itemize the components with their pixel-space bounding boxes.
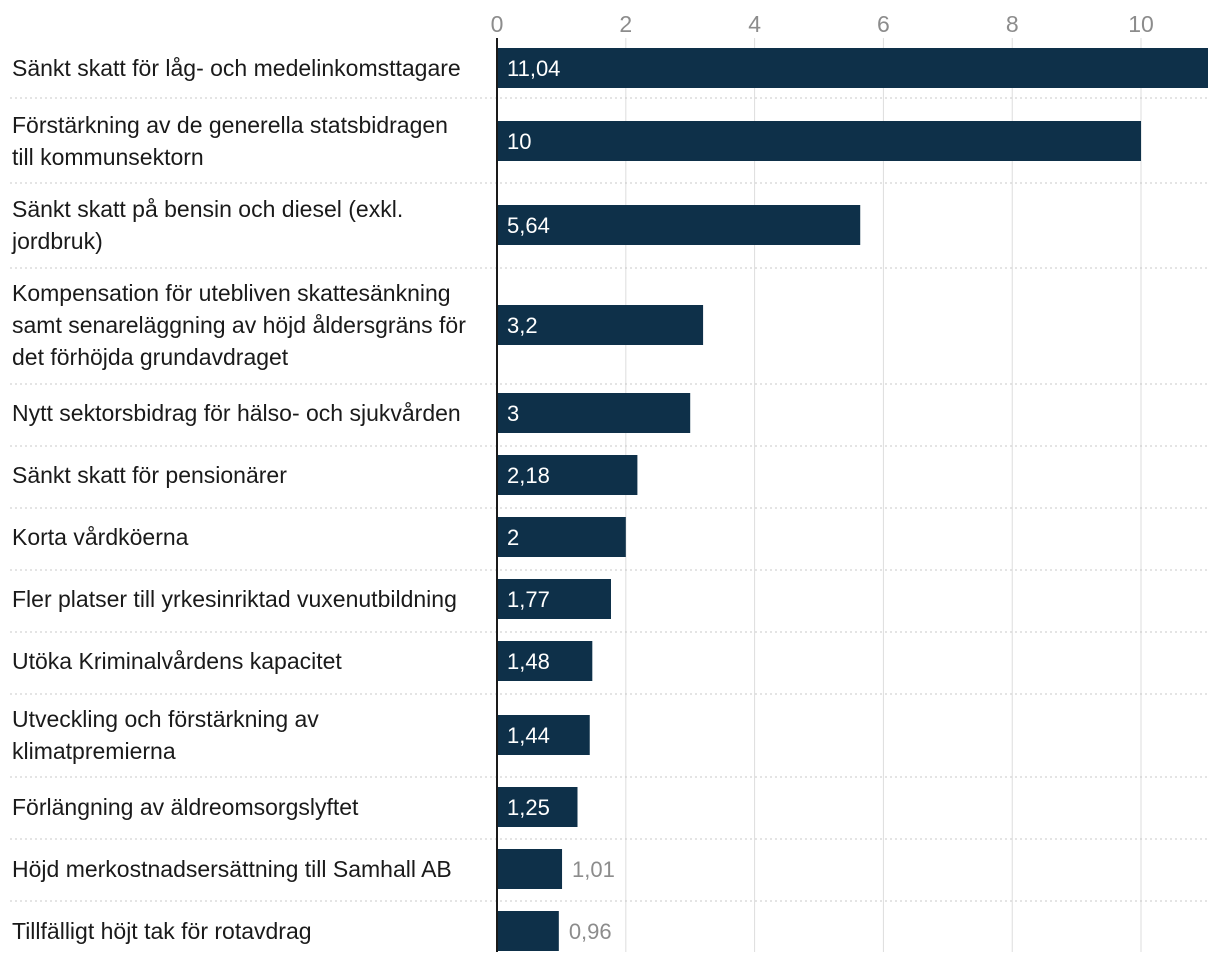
bar-value-label: 1,01	[572, 857, 615, 882]
category-label: till kommunsektorn	[12, 144, 204, 170]
category-label: Utveckling och förstärkning av	[12, 706, 319, 732]
tick-label-10: 10	[1128, 11, 1154, 37]
bar	[497, 911, 559, 951]
category-label: Tillfälligt höjt tak för rotavdrag	[12, 918, 312, 944]
category-label: Kompensation för utebliven skattesänknin…	[12, 280, 451, 306]
category-label: Sänkt skatt på bensin och diesel (exkl.	[12, 196, 403, 222]
bar-value-label: 0,96	[569, 919, 612, 944]
category-label: jordbruk)	[11, 228, 103, 254]
bar-value-label: 1,77	[507, 587, 550, 612]
category-label: samt senareläggning av höjd åldersgräns …	[12, 312, 466, 338]
bar	[497, 849, 563, 889]
bar-value-label: 1,25	[507, 795, 550, 820]
tick-label-4: 4	[748, 11, 761, 37]
bar-value-label: 2	[507, 525, 519, 550]
category-label: klimatpremierna	[12, 738, 176, 764]
bar	[497, 715, 590, 755]
bar	[497, 455, 638, 495]
category-label: Förlängning av äldreomsorgslyftet	[12, 794, 359, 820]
bar-value-label: 2,18	[507, 463, 550, 488]
bar	[497, 121, 1142, 161]
bar	[497, 641, 593, 681]
tick-label-6: 6	[877, 11, 890, 37]
bar	[497, 48, 1208, 88]
bar-value-label: 3,2	[507, 313, 538, 338]
bar	[497, 305, 704, 345]
bar-value-label: 10	[507, 129, 531, 154]
tick-label-0: 0	[491, 11, 504, 37]
category-label: Sänkt skatt för låg- och medelinkomsttag…	[12, 55, 461, 81]
tick-label-8: 8	[1006, 11, 1019, 37]
bar	[497, 787, 578, 827]
category-label: Förstärkning av de generella statsbidrag…	[12, 112, 448, 138]
bar-value-label: 3	[507, 401, 519, 426]
bar	[497, 517, 626, 557]
category-label: Utöka Kriminalvårdens kapacitet	[12, 648, 342, 674]
category-label: det förhöjda grundavdraget	[12, 344, 289, 370]
bar-value-label: 11,04	[507, 56, 560, 81]
category-label: Nytt sektorsbidrag för hälso- och sjukvå…	[12, 400, 461, 426]
bar	[497, 579, 611, 619]
bar-value-label: 5,64	[507, 213, 550, 238]
bar	[497, 205, 861, 245]
category-label: Korta vårdköerna	[12, 524, 189, 550]
category-label: Sänkt skatt för pensionärer	[12, 462, 287, 488]
category-label: Fler platser till yrkesinriktad vuxenutb…	[12, 586, 457, 612]
tick-label-2: 2	[619, 11, 632, 37]
category-label: Höjd merkostnadsersättning till Samhall …	[12, 856, 452, 882]
bar-value-label: 1,44	[507, 723, 550, 748]
bar	[497, 393, 691, 433]
bar-value-label: 1,48	[507, 649, 550, 674]
